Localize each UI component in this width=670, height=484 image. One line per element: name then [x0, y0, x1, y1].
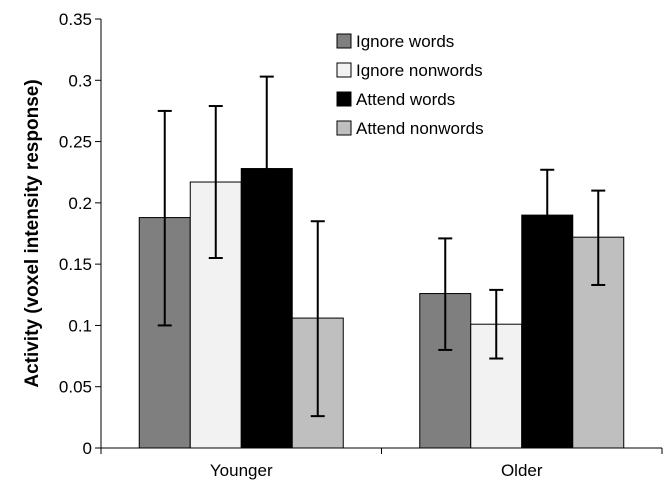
legend-swatch	[336, 62, 352, 78]
y-axis-ticks: 0 0.05 0.1 0.15 0.2 0.25 0.3 0.35	[59, 10, 101, 458]
y-tick-label: 0.05	[59, 378, 92, 397]
y-tick-label: 0.2	[68, 194, 92, 213]
y-axis-title-group: Activity (voxel intensity response)	[22, 79, 43, 387]
bars-layer	[138, 168, 625, 449]
y-tick-label: 0	[83, 439, 92, 458]
error-bars-layer	[157, 75, 606, 418]
legend-swatch	[336, 33, 352, 49]
legend-label: Ignore nonwords	[356, 61, 483, 80]
y-tick-label: 0.35	[59, 10, 92, 29]
legend-label: Attend nonwords	[356, 119, 484, 138]
legend-label: Ignore words	[356, 32, 454, 51]
legend-label: Attend words	[356, 90, 455, 109]
legend: Ignore words Ignore nonwords Attend words A…	[336, 32, 484, 138]
y-tick-label: 0.25	[59, 133, 92, 152]
y-axis-title: Activity (voxel intensity response)	[22, 79, 43, 387]
y-tick-label: 0.3	[68, 71, 92, 90]
legend-swatch	[336, 120, 352, 136]
y-tick-label: 0.1	[68, 316, 92, 335]
legend-swatch	[336, 91, 352, 107]
x-tick-label: Older	[501, 461, 543, 480]
x-axis-labels: Younger Older	[210, 461, 543, 480]
axes-layer	[100, 19, 663, 454]
y-tick-label: 0.15	[59, 255, 92, 274]
x-tick-label: Younger	[210, 461, 273, 480]
